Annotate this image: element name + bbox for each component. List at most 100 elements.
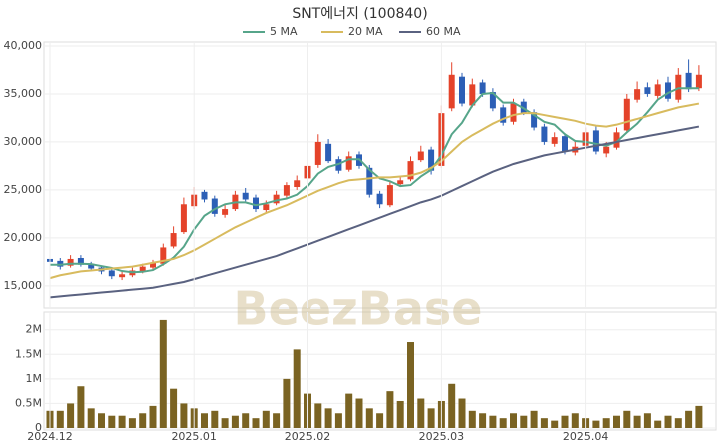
volume-bar [149, 405, 157, 428]
volume-bar [293, 349, 301, 428]
y-tick-label: 1M [26, 372, 43, 385]
volume-bar [613, 415, 620, 428]
candle-body [603, 146, 610, 154]
volume-bar [139, 413, 147, 428]
candle-body [428, 149, 435, 171]
candle-body [160, 247, 167, 264]
price-panel [43, 41, 717, 309]
x-tick-label: 2025.02 [285, 430, 331, 443]
candle-body [88, 263, 95, 269]
volume-bar [674, 418, 682, 428]
candle-body [242, 192, 249, 200]
candle-body [500, 107, 507, 123]
candle-body [386, 185, 393, 206]
candle-body [551, 137, 558, 144]
candle-body [407, 161, 414, 180]
candle-body [170, 233, 177, 247]
volume-bar [365, 408, 373, 428]
y-tick-label: 1.5M [15, 347, 42, 360]
volume-bar [633, 415, 641, 428]
ma-line [49, 125, 700, 299]
candle-body [253, 197, 259, 210]
volume-bar [314, 403, 322, 428]
candle-body [211, 198, 218, 214]
y-tick-label: 25,000 [4, 183, 43, 196]
volume-bar [128, 418, 136, 428]
volume-bar [376, 413, 384, 428]
volume-bar [231, 415, 239, 428]
y-tick-label: 40,000 [4, 39, 43, 52]
candle-body [294, 180, 301, 188]
volume-bar [468, 410, 476, 428]
volume-bar [211, 410, 219, 428]
candle-body [314, 141, 321, 165]
y-tick-label: 30,000 [4, 135, 43, 148]
candle-body [417, 151, 424, 161]
y-tick-label: 35,000 [4, 87, 43, 100]
y-tick-label: 0 [35, 421, 42, 434]
volume-bar [56, 410, 64, 428]
volume-bar [386, 391, 394, 428]
candle-body [263, 204, 270, 211]
candle-body [695, 74, 702, 89]
candle-body [644, 87, 651, 94]
candle-body [685, 72, 692, 90]
candle-body [139, 266, 146, 272]
candle-body [562, 136, 568, 152]
volume-bar [252, 418, 260, 428]
x-tick-label: 2025.04 [563, 430, 609, 443]
volume-bar [77, 386, 85, 428]
ma-line [49, 102, 700, 280]
volume-bar [479, 413, 487, 428]
volume-bar [592, 420, 600, 428]
candle-body [592, 130, 599, 152]
candle-body [654, 84, 661, 96]
volume-bar [571, 413, 579, 428]
candle-body [531, 112, 538, 128]
y-tick-label: 20,000 [4, 231, 43, 244]
candle-body [67, 258, 74, 266]
ma-line [50, 87, 699, 274]
volume-bar [458, 398, 466, 428]
volume-bar [602, 418, 610, 428]
legend-label: 5 MA [270, 25, 298, 38]
volume-bar [685, 410, 693, 428]
candle-body [459, 76, 465, 104]
volume-bar [108, 415, 116, 428]
volume-bar [201, 413, 208, 428]
volume-bar [489, 415, 497, 428]
candle-body [613, 132, 620, 148]
volume-bar [654, 420, 662, 428]
candle-body [273, 194, 280, 204]
candle-body [541, 126, 548, 142]
candle-body [222, 209, 229, 215]
volume-bar [396, 400, 404, 428]
candle-body [510, 103, 517, 122]
volume-bar [283, 378, 291, 428]
candle-body [77, 257, 84, 265]
y-tick-label: 15,000 [4, 279, 43, 292]
volume-bar [510, 413, 517, 428]
volume-bar [407, 342, 414, 428]
volume-bar [448, 383, 456, 428]
volume-bar [551, 420, 559, 428]
volume-bar [262, 410, 270, 428]
volume-bar [118, 415, 126, 428]
volume-bar [695, 405, 703, 428]
volume-bar [334, 413, 342, 428]
candle-body [397, 180, 404, 185]
volume-bar [499, 418, 507, 428]
volume-panel [43, 311, 717, 431]
candle-body [634, 89, 641, 100]
volume-bar [664, 415, 672, 428]
candle-body [119, 274, 126, 278]
volume-bar [427, 408, 435, 428]
volume-bar [540, 418, 548, 428]
volume-bar [221, 418, 229, 428]
volume-bar [561, 415, 569, 428]
candle-body [489, 92, 496, 109]
x-tick-label: 2024.12 [27, 430, 73, 443]
volume-bar [345, 393, 353, 428]
watermark: BeezBase [234, 282, 483, 336]
candle-body [201, 191, 208, 200]
